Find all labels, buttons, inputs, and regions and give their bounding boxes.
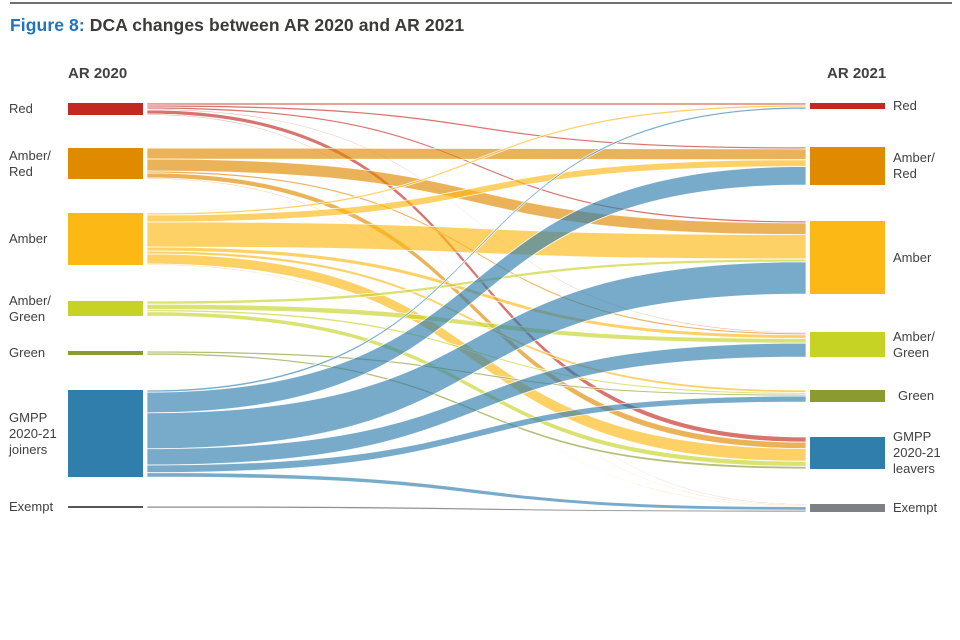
node-label-l-amber: Amber [9, 231, 48, 246]
node-label-r-amber-red: Amber/ Red [893, 150, 935, 181]
node-label-l-amber-green: Amber/ Green [9, 292, 51, 324]
sankey-node-l-amber [68, 213, 143, 265]
sankey-flow-l-gmpp-to-r-red [146, 106, 807, 393]
figure-title: Figure 8: DCA changes between AR 2020 an… [10, 15, 464, 36]
sankey-node-r-amber [810, 221, 885, 294]
sankey-flow-l-gmpp-to-r-amber-red [146, 166, 807, 414]
sankey-flow-l-exempt-to-r-exempt [146, 505, 807, 513]
top-rule [10, 2, 952, 4]
node-label-r-green: Green [898, 388, 935, 403]
sankey-node-r-amber-red [810, 147, 885, 185]
node-label-l-red: Red [9, 101, 33, 116]
node-label-r-amber: Amber [893, 249, 932, 265]
node-label-l-gmpp: GMPP 2020-21 joiners [9, 409, 57, 457]
node-label-l-green: Green [9, 345, 46, 360]
column-header-ar-2021: AR 2021 [827, 65, 887, 82]
sankey-flow-l-gmpp-to-r-exempt [146, 472, 807, 511]
sankey-node-r-red [810, 103, 885, 109]
sankey-node-l-exempt [68, 506, 143, 508]
sankey-flow-l-gmpp-to-r-green [146, 395, 807, 474]
sankey-node-l-green [68, 351, 143, 355]
node-label-r-amber-green: Amber/ Green [893, 328, 935, 360]
figure-title-text: DCA changes between AR 2020 and AR 2021 [89, 15, 465, 35]
sankey-node-r-exempt [810, 504, 885, 512]
node-label-l-amber-red: Amber/ Red [9, 147, 51, 179]
figure-number: Figure 8: [10, 15, 85, 35]
sankey-node-l-red [68, 103, 143, 115]
node-label-r-exempt: Exempt [893, 500, 938, 515]
node-label-r-red: Red [893, 98, 917, 113]
sankey-node-l-amber-red [68, 148, 143, 179]
sankey-flow-l-gmpp-to-r-amber-green [146, 342, 807, 466]
node-label-l-exempt: Exempt [9, 499, 54, 514]
sankey-flow-l-amber-red-to-r-amber-red [146, 147, 807, 161]
sankey-node-r-amber-green [810, 332, 885, 357]
sankey-flow-l-gmpp-to-r-amber [146, 261, 807, 450]
sankey-node-l-amber-green [68, 301, 143, 316]
node-label-r-gmpp: GMPP 2020-21 leavers [893, 429, 941, 476]
sankey-node-r-gmpp [810, 437, 885, 469]
sankey-node-r-green [810, 390, 885, 402]
sankey-node-l-gmpp [68, 390, 143, 477]
sankey-flow-l-red-to-r-red [146, 102, 807, 106]
column-header-ar-2020: AR 2020 [68, 65, 128, 82]
